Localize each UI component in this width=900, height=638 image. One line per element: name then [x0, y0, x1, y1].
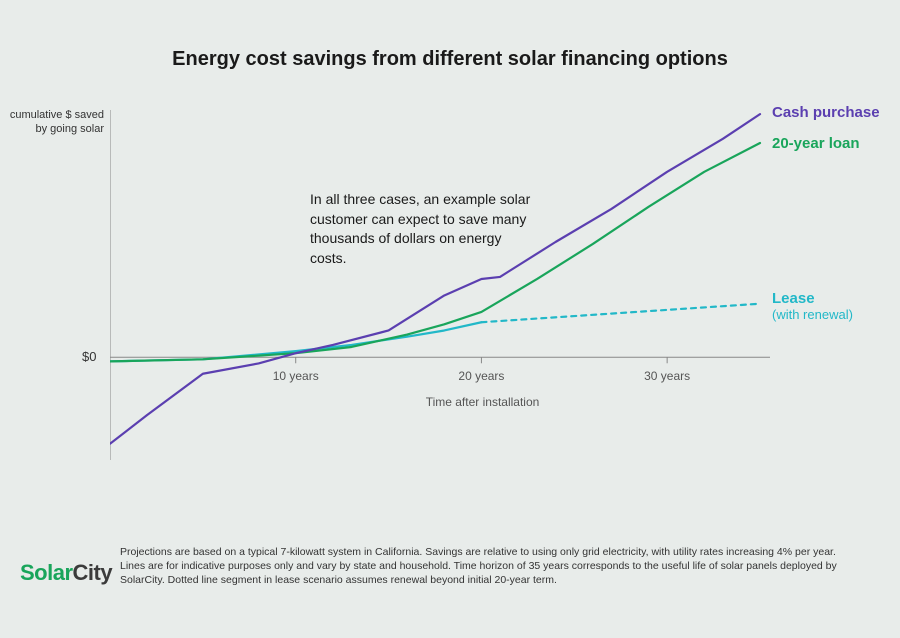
series-label-lease-sub: (with renewal) — [772, 307, 853, 322]
y-axis-label-line2: by going solar — [36, 123, 105, 135]
chart-area: In all three cases, an example solar cus… — [110, 110, 830, 510]
solarcity-logo: SolarCity — [20, 560, 112, 586]
logo-part2: City — [73, 560, 113, 585]
series-label-lease-text: Lease — [772, 290, 815, 307]
y-axis-label-line1: cumulative $ saved — [10, 109, 104, 121]
zero-label: $0 — [82, 349, 96, 364]
series-label-lease: Lease (with renewal) — [772, 290, 853, 322]
logo-part1: Solar — [20, 560, 73, 585]
x-tick-label: 10 years — [273, 369, 319, 383]
chart-annotation: In all three cases, an example solar cus… — [310, 190, 540, 268]
series-label-cash: Cash purchase — [772, 104, 880, 121]
x-tick-label: 20 years — [458, 369, 504, 383]
series-label-loan-text: 20-year loan — [772, 135, 860, 152]
footnote: Projections are based on a typical 7-kil… — [120, 545, 860, 588]
y-axis-label: cumulative $ saved by going solar — [0, 108, 104, 137]
series-label-cash-text: Cash purchase — [772, 104, 880, 121]
series-label-loan: 20-year loan — [772, 135, 860, 152]
chart-svg — [110, 110, 830, 510]
chart-title: Energy cost savings from different solar… — [0, 48, 900, 71]
x-axis-label: Time after installation — [426, 395, 540, 409]
x-tick-label: 30 years — [644, 369, 690, 383]
